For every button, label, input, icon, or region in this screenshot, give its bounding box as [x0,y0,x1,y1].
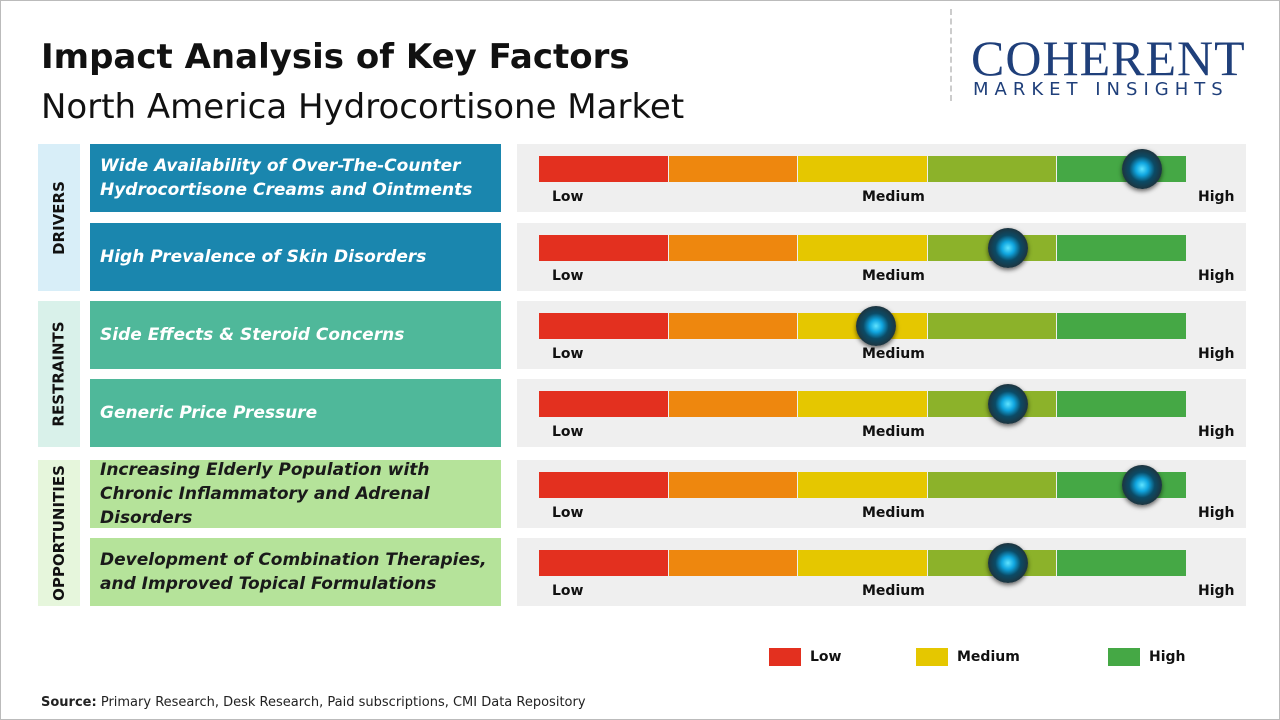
title: Impact Analysis of Key Factors [41,37,630,77]
gauge-segment [927,313,1057,339]
gauge-segment [539,550,668,576]
scale-low: Low [552,583,584,599]
scale-medium: Medium [862,583,925,599]
impact-knob [988,384,1029,424]
gauge-segment [1057,235,1186,261]
gauge-segment [668,235,798,261]
impact-knob [855,306,896,346]
scale-low: Low [552,346,584,362]
gauge-segment [539,156,668,182]
factor-label: Development of Combination Therapies, an… [90,538,501,606]
scale-high: High [1198,268,1235,284]
legend-swatch [1108,648,1140,666]
scale-high: High [1198,583,1235,599]
scale-high: High [1198,189,1235,205]
scale-low: Low [552,505,584,521]
scale-high: High [1198,424,1235,440]
scale-medium: Medium [862,505,925,521]
source-label: Source: [41,695,97,710]
gauge-segment [798,156,927,182]
gauge-segment [927,472,1057,498]
gauge-segment [798,550,927,576]
impact-knob [988,543,1029,583]
legend-swatch [916,648,948,666]
factor-label: Wide Availability of Over-The-Counter Hy… [90,144,501,212]
gauge-segment [798,391,927,417]
legend-swatch [769,648,801,666]
gauge-segment [539,313,668,339]
gauge-segment [539,391,668,417]
group-label-box: RESTRAINTS [38,301,80,447]
factor-label: Generic Price Pressure [90,379,501,447]
source: Source: Primary Research, Desk Research,… [41,695,586,710]
gauge-segment [668,391,798,417]
scale-medium: Medium [862,424,925,440]
factor-label: Side Effects & Steroid Concerns [90,301,501,369]
gauge-segment [798,235,927,261]
legend-label: Low [810,649,842,665]
group-label: DRIVERS [50,180,69,255]
scale-low: Low [552,268,584,284]
gauge-segment [1057,313,1186,339]
gauge-segment [798,472,927,498]
gauge-segment [539,472,668,498]
group-label: OPPORTUNITIES [50,465,68,601]
gauge-segment [668,472,798,498]
scale-high: High [1198,346,1235,362]
impact-knob [988,228,1029,268]
impact-knob [1121,149,1162,189]
factor-label: High Prevalence of Skin Disorders [90,223,501,291]
scale-medium: Medium [862,189,925,205]
group-label-box: DRIVERS [38,144,80,291]
impact-knob [1121,465,1162,505]
legend-label: Medium [957,649,1020,665]
gauge-segment [668,156,798,182]
scale-low: Low [552,424,584,440]
gauge-segment [539,235,668,261]
scale-medium: Medium [862,268,925,284]
separator [950,9,952,101]
logo-tagline: MARKET INSIGHTS [973,79,1229,100]
gauge-segment [927,156,1057,182]
legend-label: High [1149,649,1186,665]
factor-label: Increasing Elderly Population with Chron… [90,460,501,528]
logo-name: COHERENT [971,30,1246,86]
subtitle: North America Hydrocortisone Market [41,87,685,127]
group-label: RESTRAINTS [50,321,69,427]
gauge-segment [1057,550,1186,576]
scale-medium: Medium [862,346,925,362]
gauge-segment [668,550,798,576]
gauge-segment [1057,391,1186,417]
gauge-segment [668,313,798,339]
scale-low: Low [552,189,584,205]
scale-high: High [1198,505,1235,521]
group-label-box: OPPORTUNITIES [38,460,80,606]
source-text: Primary Research, Desk Research, Paid su… [100,695,586,710]
